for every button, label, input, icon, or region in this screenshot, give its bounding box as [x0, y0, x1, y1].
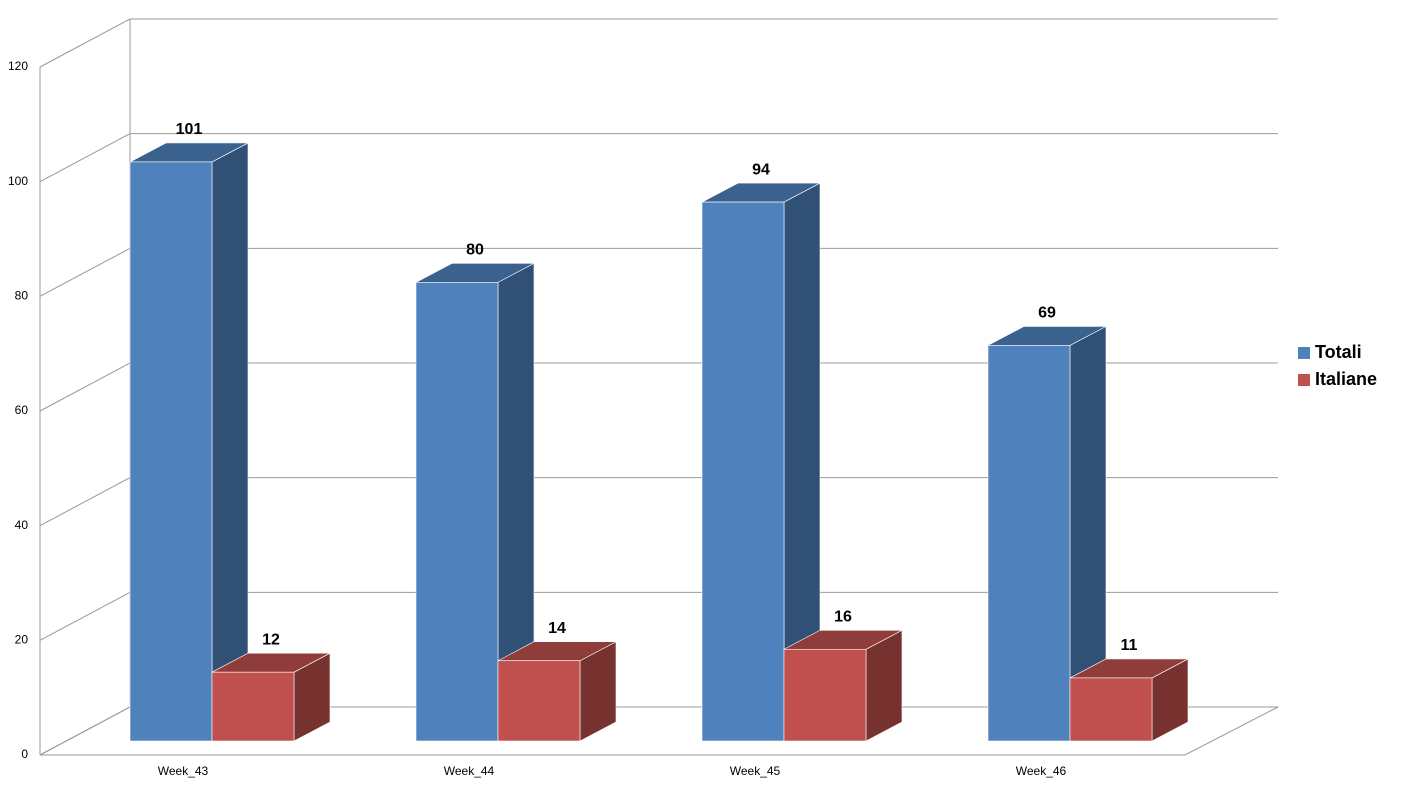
value-label: 14 [548, 620, 566, 637]
bar [987, 345, 1071, 742]
grid-line [39, 706, 131, 756]
grid-line [39, 18, 131, 68]
y-tick-label: 60 [15, 403, 29, 417]
value-label: 101 [176, 121, 203, 138]
grid-line [39, 591, 131, 641]
bar [129, 161, 213, 742]
y-tick-label: 0 [21, 747, 28, 761]
x-tick-label: Week_45 [730, 764, 781, 778]
x-tick-label: Week_43 [158, 764, 209, 778]
bar-side [211, 142, 249, 742]
bar [415, 282, 499, 742]
value-label: 11 [1121, 637, 1138, 654]
bar [783, 648, 867, 742]
grid-line [39, 362, 131, 412]
bar [701, 201, 785, 742]
value-label: 12 [262, 631, 280, 648]
y-tick-label: 100 [8, 174, 28, 188]
x-tick-label: Week_44 [444, 764, 495, 778]
value-label: 16 [834, 608, 852, 625]
x-tick-label: Week_46 [1016, 764, 1067, 778]
value-label: 94 [752, 161, 770, 178]
value-label: 69 [1038, 305, 1056, 322]
y-tick-label: 40 [15, 518, 29, 532]
bar [1069, 677, 1153, 742]
bar [497, 660, 581, 742]
bar [211, 671, 295, 742]
y-tick-label: 20 [15, 633, 29, 647]
y-tick-label: 120 [8, 59, 28, 73]
value-label: 80 [466, 242, 484, 259]
legend-swatch [1298, 347, 1310, 359]
y-tick-label: 80 [15, 289, 29, 303]
legend-swatch [1298, 374, 1310, 386]
legend-label: Italiane [1315, 369, 1377, 389]
grid-line [39, 133, 131, 183]
bar-side [865, 629, 903, 742]
grid-line [39, 477, 131, 527]
legend-label: Totali [1315, 342, 1362, 362]
grid-line [39, 247, 131, 297]
